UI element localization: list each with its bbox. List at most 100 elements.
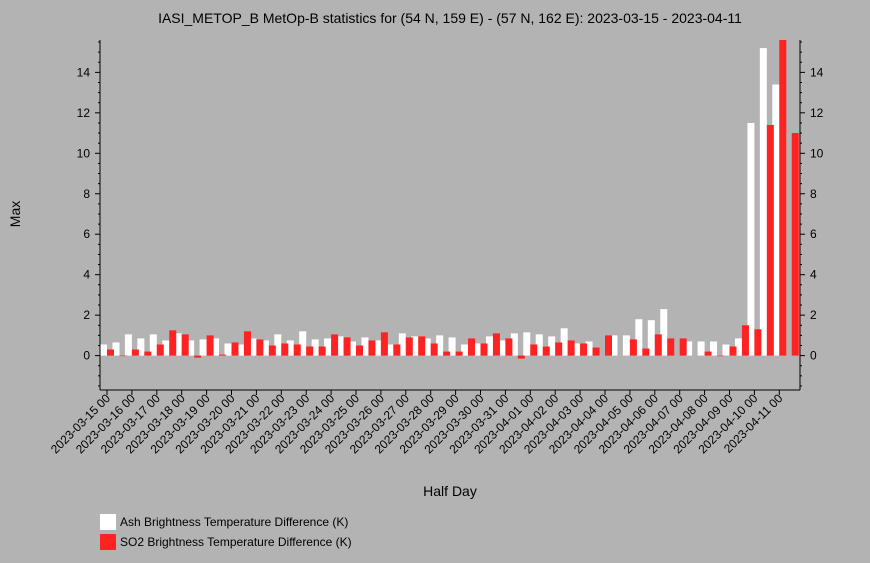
bar-so2-22 (380, 332, 388, 356)
bar-ash-25 (411, 336, 419, 356)
y-tick-label-right: 8 (810, 187, 817, 201)
bar-ash-51 (734, 338, 742, 356)
bar-ash-43 (635, 319, 643, 356)
bar-so2-34 (530, 344, 538, 356)
legend-label-so2: SO2 Brightness Temperature Difference (K… (120, 535, 352, 549)
bar-ash-33 (510, 333, 518, 356)
bar-ash-15 (286, 340, 294, 356)
bar-ash-54 (772, 84, 780, 356)
bar-ash-10 (224, 343, 232, 356)
bar-ash-50 (722, 344, 730, 356)
bar-ash-22 (373, 340, 381, 356)
bar-so2-43 (642, 348, 650, 356)
y-tick-label-left: 14 (77, 65, 91, 79)
bar-so2-33 (517, 355, 525, 359)
bar-ash-1 (112, 342, 120, 356)
legend: Ash Brightness Temperature Difference (K… (100, 512, 352, 552)
y-tick-label-right: 2 (810, 308, 817, 322)
y-tick-label-left: 2 (83, 308, 90, 322)
bar-so2-4 (156, 344, 164, 356)
bar-ash-0 (100, 344, 107, 356)
y-tick-label-right: 4 (810, 268, 817, 282)
bar-so2-38 (580, 343, 588, 356)
y-tick-label-right: 12 (810, 106, 824, 120)
bar-so2-37 (567, 340, 575, 356)
bar-ash-16 (299, 331, 307, 356)
bar-so2-24 (405, 337, 413, 356)
bar-so2-2 (131, 349, 139, 356)
bar-ash-21 (361, 337, 369, 356)
bar-ash-14 (274, 334, 282, 356)
bar-ash-5 (162, 340, 170, 356)
bar-ash-35 (535, 334, 543, 356)
bar-so2-8 (206, 335, 214, 356)
bar-so2-1 (119, 355, 127, 357)
bar-so2-27 (443, 351, 451, 356)
bar-so2-48 (704, 351, 712, 356)
y-tick-label-left: 6 (83, 227, 90, 241)
bar-ash-38 (573, 343, 581, 356)
y-tick-label-left: 4 (83, 268, 90, 282)
bar-ash-7 (187, 340, 195, 356)
bar-ash-53 (759, 48, 767, 356)
bar-ash-6 (174, 333, 182, 356)
bar-so2-32 (505, 338, 513, 356)
bar-so2-17 (318, 346, 326, 356)
bar-so2-54 (779, 40, 787, 356)
bar-so2-39 (592, 347, 600, 356)
bar-ash-20 (349, 341, 356, 356)
bar-so2-51 (741, 325, 749, 356)
bar-ash-27 (436, 335, 444, 356)
bar-so2-16 (306, 346, 314, 356)
bar-ash-9 (212, 338, 220, 356)
axes-layer: 0 0 2 2 4 4 6 6 8 8 10 10 12 12 14 14 (77, 40, 824, 391)
bar-ash-12 (249, 338, 257, 356)
bar-ash-18 (324, 338, 332, 356)
bar-so2-13 (268, 345, 276, 356)
bar-so2-15 (293, 344, 301, 356)
bar-ash-23 (386, 344, 394, 356)
bar-so2-18 (331, 334, 339, 356)
bar-so2-31 (492, 333, 500, 356)
bar-ash-45 (660, 309, 668, 356)
bar-so2-35 (542, 346, 550, 356)
bar-so2-5 (169, 330, 177, 356)
legend-item-ash: Ash Brightness Temperature Difference (K… (100, 512, 352, 532)
bar-ash-44 (647, 320, 655, 356)
bar-ash-29 (461, 344, 469, 356)
bar-so2-12 (256, 339, 264, 356)
legend-swatch-so2 (100, 534, 116, 550)
y-tick-label-left: 0 (83, 349, 90, 363)
bar-ash-13 (261, 340, 269, 356)
bar-ash-32 (498, 340, 506, 356)
legend-swatch-ash (100, 514, 116, 530)
bar-so2-7 (194, 355, 202, 358)
bar-so2-10 (231, 342, 239, 356)
y-tick-label-right: 0 (810, 349, 817, 363)
y-tick-label-left: 8 (83, 187, 90, 201)
bar-so2-49 (717, 355, 725, 357)
bar-ash-41 (610, 335, 618, 356)
bar-so2-14 (281, 343, 289, 356)
bar-ash-8 (199, 339, 207, 356)
bar-so2-42 (629, 339, 637, 356)
bar-ash-28 (448, 337, 456, 356)
bar-so2-40 (605, 335, 612, 356)
bar-ash-42 (622, 335, 630, 356)
chart-title: IASI_METOP_B MetOp-B statistics for (54 … (158, 10, 742, 26)
bar-so2-30 (480, 343, 488, 356)
legend-label-ash: Ash Brightness Temperature Difference (K… (120, 515, 349, 529)
bar-ash-26 (423, 338, 431, 356)
bar-so2-26 (430, 343, 438, 356)
bar-so2-55 (791, 133, 799, 356)
bar-so2-53 (766, 124, 774, 356)
bar-so2-28 (455, 351, 463, 356)
y-tick-label-right: 10 (810, 146, 824, 160)
bar-so2-23 (393, 344, 401, 356)
bar-so2-52 (754, 329, 762, 356)
bar-ash-30 (473, 343, 481, 356)
bar-ash-34 (523, 332, 531, 356)
bar-so2-29 (468, 338, 476, 356)
